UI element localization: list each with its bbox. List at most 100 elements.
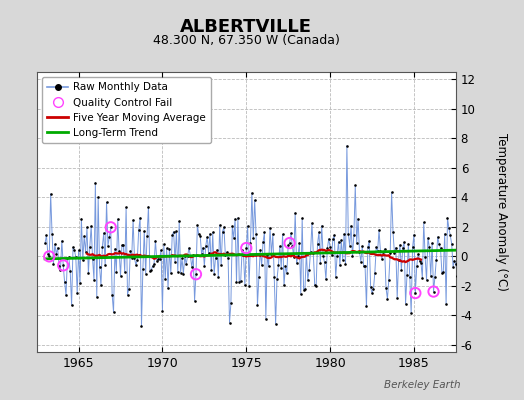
Point — [203, 234, 211, 240]
Point — [417, 260, 425, 266]
Point — [340, 231, 348, 238]
Point — [137, 323, 146, 330]
Point — [95, 264, 104, 270]
Point — [156, 255, 164, 262]
Point — [215, 222, 224, 228]
Point — [45, 253, 53, 260]
Point — [457, 278, 466, 284]
Point — [60, 279, 69, 286]
Point — [83, 224, 91, 230]
Point — [202, 243, 210, 249]
Point — [188, 264, 196, 270]
Point — [291, 210, 299, 216]
Point — [234, 214, 242, 221]
Point — [252, 231, 260, 237]
Point — [175, 218, 183, 224]
Point — [119, 242, 127, 248]
Point — [127, 254, 136, 261]
Point — [399, 244, 407, 251]
Point — [94, 194, 102, 200]
Point — [230, 234, 238, 241]
Point — [139, 266, 147, 272]
Point — [241, 282, 249, 288]
Point — [286, 240, 294, 246]
Point — [106, 224, 115, 230]
Point — [147, 266, 156, 273]
Point — [350, 232, 358, 238]
Point — [278, 231, 287, 238]
Point — [162, 245, 171, 252]
Point — [328, 252, 336, 258]
Point — [209, 229, 217, 236]
Point — [267, 251, 276, 258]
Point — [221, 251, 230, 258]
Point — [63, 254, 72, 261]
Point — [198, 250, 206, 257]
Point — [41, 240, 49, 246]
Point — [383, 296, 391, 302]
Point — [110, 309, 118, 316]
Point — [80, 233, 89, 240]
Point — [323, 245, 332, 252]
Point — [204, 250, 213, 256]
Point — [313, 241, 322, 247]
Point — [56, 267, 64, 274]
Point — [441, 230, 449, 237]
Point — [354, 216, 362, 222]
Point — [225, 319, 234, 326]
Point — [136, 215, 144, 221]
Point — [295, 240, 303, 246]
Point — [324, 236, 333, 242]
Point — [168, 232, 177, 239]
Point — [154, 256, 162, 262]
Point — [341, 261, 350, 267]
Point — [143, 233, 151, 239]
Point — [357, 258, 365, 265]
Point — [269, 231, 277, 237]
Point — [151, 237, 160, 244]
Point — [235, 279, 244, 286]
Point — [115, 248, 123, 254]
Point — [72, 254, 80, 260]
Point — [52, 251, 60, 257]
Point — [132, 262, 140, 268]
Point — [362, 303, 370, 310]
Point — [311, 282, 319, 289]
Point — [330, 232, 339, 238]
Point — [379, 249, 387, 256]
Point — [200, 262, 209, 269]
Point — [305, 266, 313, 273]
Point — [411, 290, 420, 296]
Point — [378, 256, 386, 262]
Point — [277, 264, 286, 271]
Point — [81, 249, 90, 255]
Text: Berkeley Earth: Berkeley Earth — [385, 380, 461, 390]
Point — [231, 216, 239, 222]
Point — [309, 250, 318, 256]
Point — [397, 267, 406, 273]
Point — [322, 276, 330, 283]
Point — [189, 252, 198, 259]
Point — [108, 291, 116, 298]
Point — [130, 255, 139, 262]
Point — [196, 232, 204, 239]
Point — [403, 272, 411, 278]
Point — [404, 241, 412, 247]
Point — [320, 259, 329, 266]
Point — [43, 251, 52, 257]
Point — [432, 256, 441, 263]
Point — [337, 237, 345, 244]
Point — [87, 223, 95, 229]
Point — [85, 244, 94, 250]
Point — [140, 228, 148, 234]
Point — [84, 270, 93, 276]
Point — [101, 262, 110, 268]
Point — [158, 308, 167, 314]
Point — [70, 247, 79, 253]
Point — [261, 316, 270, 322]
Point — [190, 298, 199, 304]
Point — [376, 248, 385, 254]
Point — [64, 254, 73, 260]
Point — [111, 246, 119, 252]
Point — [192, 271, 200, 278]
